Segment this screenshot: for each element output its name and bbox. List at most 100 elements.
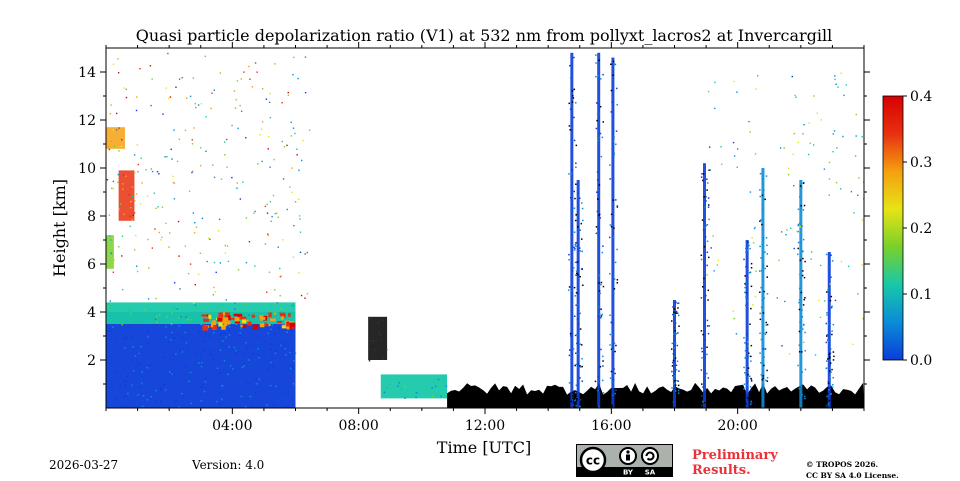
heatmap-pixel bbox=[304, 297, 306, 299]
heatmap-pixel bbox=[163, 356, 165, 359]
heatmap-pixel bbox=[616, 206, 619, 208]
heatmap-pixel bbox=[744, 403, 747, 405]
heatmap-pixel bbox=[749, 323, 751, 325]
heatmap-pixel bbox=[677, 389, 680, 392]
heatmap-pixel bbox=[378, 331, 380, 333]
heatmap-pixel bbox=[611, 322, 613, 325]
heatmap-pixel bbox=[137, 170, 139, 173]
heatmap-pixel bbox=[149, 321, 152, 323]
heatmap-pixel bbox=[280, 344, 282, 347]
heatmap-pixel bbox=[820, 264, 822, 267]
heatmap-pixel bbox=[171, 373, 174, 375]
heatmap-pixel bbox=[176, 160, 179, 163]
heatmap-pixel bbox=[168, 232, 171, 234]
heatmap-pixel bbox=[835, 83, 837, 85]
heatmap-pixel bbox=[704, 206, 706, 208]
heatmap-pixel bbox=[672, 353, 675, 355]
heatmap-pixel bbox=[140, 382, 143, 385]
heatmap-pixel bbox=[798, 351, 801, 353]
heatmap-pixel bbox=[785, 233, 787, 236]
heatmap-pixel bbox=[675, 368, 678, 371]
heatmap-pixel bbox=[302, 139, 304, 142]
heatmap-pixel bbox=[599, 132, 602, 135]
heatmap-pixel bbox=[385, 348, 388, 351]
heatmap-pixel bbox=[802, 209, 805, 211]
heatmap-pixel bbox=[267, 332, 269, 335]
heatmap-pixel bbox=[165, 336, 167, 338]
heatmap-pixel bbox=[571, 94, 574, 97]
heatmap-pixel bbox=[706, 325, 709, 327]
heatmap-pixel bbox=[761, 379, 764, 381]
heatmap-pixel bbox=[174, 307, 177, 309]
heatmap-pixel bbox=[747, 373, 749, 376]
heatmap-pixel bbox=[834, 78, 836, 81]
heatmap-pixel bbox=[801, 225, 803, 228]
heatmap-pixel bbox=[810, 258, 812, 260]
heatmap-pixel bbox=[708, 146, 711, 148]
heatmap-pixel bbox=[713, 270, 715, 272]
heatmap-pixel bbox=[612, 236, 615, 239]
heatmap-pixel bbox=[594, 380, 597, 383]
heatmap-pixel bbox=[218, 322, 223, 327]
heatmap-pixel bbox=[258, 378, 260, 381]
heatmap-pixel bbox=[828, 389, 830, 391]
heatmap-pixel bbox=[240, 110, 243, 112]
heatmap-pixel bbox=[610, 321, 612, 324]
heatmap-pixel bbox=[571, 90, 574, 92]
heatmap-pixel bbox=[234, 321, 240, 324]
heatmap-pixel bbox=[196, 352, 198, 355]
heatmap-pixel bbox=[134, 355, 136, 357]
heatmap-pixel bbox=[181, 336, 184, 338]
heatmap-pixel bbox=[804, 368, 807, 371]
heatmap-pixel bbox=[600, 315, 603, 317]
heatmap-pixel bbox=[141, 375, 143, 378]
heatmap-pixel bbox=[613, 152, 616, 155]
heatmap-pixel bbox=[139, 68, 141, 70]
heatmap-pixel bbox=[595, 226, 598, 228]
heatmap-pixel bbox=[271, 215, 273, 218]
heatmap-pixel bbox=[599, 292, 601, 295]
heatmap-pixel bbox=[274, 63, 276, 65]
heatmap-pixel bbox=[706, 178, 708, 180]
heatmap-pixel bbox=[212, 320, 217, 326]
heatmap-pixel bbox=[797, 141, 799, 144]
heatmap-pixel bbox=[219, 72, 221, 74]
heatmap-pixel bbox=[609, 401, 612, 403]
heatmap-pixel bbox=[567, 289, 570, 291]
heatmap-pixel bbox=[280, 275, 282, 277]
colorbar-tick-label: 0.1 bbox=[910, 287, 932, 303]
heatmap-pixel bbox=[610, 225, 613, 228]
heatmap-pixel bbox=[825, 360, 828, 362]
heatmap-pixel bbox=[613, 136, 615, 138]
heatmap-pixel bbox=[672, 378, 675, 380]
heatmap-pixel bbox=[272, 194, 275, 197]
heatmap-pixel bbox=[268, 323, 271, 327]
heatmap-pixel bbox=[129, 215, 131, 218]
heatmap-pixel bbox=[760, 374, 763, 376]
heatmap-pixel bbox=[290, 135, 293, 137]
heatmap-pixel bbox=[747, 341, 749, 343]
heatmap-pixel bbox=[708, 325, 710, 327]
heatmap-pixel bbox=[706, 189, 708, 191]
heatmap-pixel bbox=[855, 113, 858, 116]
heatmap-pixel bbox=[745, 356, 747, 358]
heatmap-pixel bbox=[746, 299, 749, 302]
heatmap-pixel bbox=[245, 380, 248, 383]
heatmap-pixel bbox=[577, 273, 579, 276]
heatmap-pixel bbox=[242, 316, 247, 322]
heatmap-pixel bbox=[398, 382, 400, 384]
heatmap-pixel bbox=[616, 103, 618, 106]
heatmap-pixel bbox=[120, 405, 123, 408]
heatmap-pixel bbox=[701, 286, 704, 288]
heatmap-pixel bbox=[577, 363, 579, 365]
heatmap-pixel bbox=[201, 314, 208, 317]
heatmap-pixel bbox=[170, 323, 173, 325]
heatmap-pixel bbox=[274, 289, 276, 291]
heatmap-pixel bbox=[227, 315, 231, 321]
heatmap-pixel bbox=[133, 154, 136, 156]
heatmap-pixel bbox=[576, 397, 578, 400]
heatmap-pixel bbox=[245, 217, 248, 219]
heatmap-region-column bbox=[670, 300, 680, 408]
heatmap-pixel bbox=[748, 271, 751, 274]
